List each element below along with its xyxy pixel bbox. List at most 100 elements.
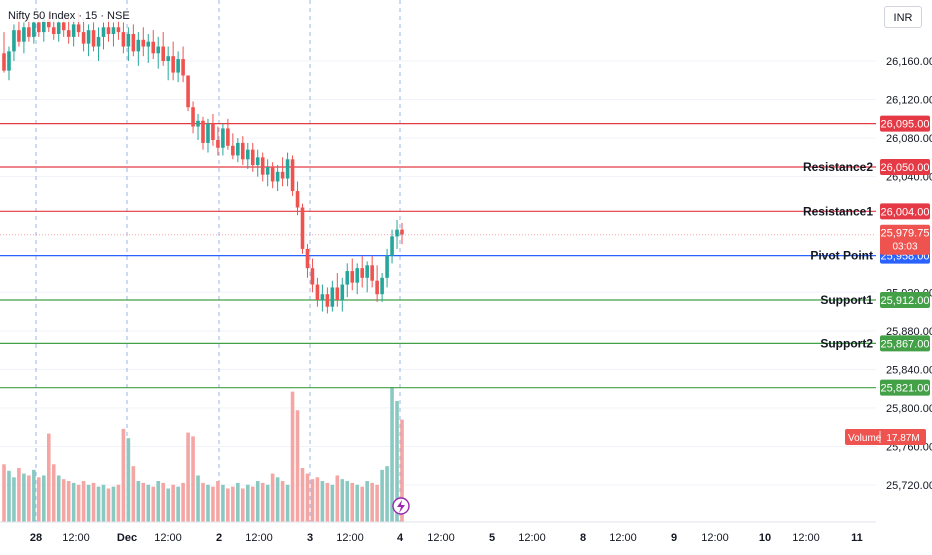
x-tick-label: 12:00 [427, 532, 455, 544]
candle-body [231, 145, 235, 156]
candle [141, 27, 146, 57]
volume-bar [340, 479, 345, 522]
candle [300, 203, 305, 254]
level-price-tag-label: 25,912.00 [881, 295, 930, 307]
level-price-tag-label: 25,867.00 [881, 338, 930, 350]
candle [290, 155, 295, 196]
countdown-label: 03:03 [892, 242, 917, 253]
candle-body [211, 123, 215, 141]
candle [245, 142, 250, 169]
volume-bar [131, 466, 136, 522]
y-tick-label: 25,840.00 [886, 364, 932, 376]
volume-bar [22, 473, 26, 522]
lightning-icon-bolt [397, 500, 405, 513]
volume-bar [231, 486, 235, 522]
candle [7, 46, 11, 81]
volume-bar [96, 486, 101, 522]
candle-body [17, 30, 21, 42]
level-name-label: Support1 [820, 293, 873, 307]
candle [335, 273, 340, 307]
volume-bar [206, 484, 210, 522]
volume-bar [141, 482, 146, 522]
x-tick-label: 11 [851, 532, 863, 544]
candle-body [390, 236, 394, 256]
candle [350, 258, 355, 291]
volume-bar [211, 486, 215, 522]
volume-bar [370, 482, 374, 522]
candle-body [191, 107, 195, 127]
candle [151, 30, 156, 60]
candle-body [66, 30, 71, 37]
x-tick-label: 12:00 [336, 532, 364, 544]
volume-bar [111, 486, 116, 522]
candle-body [255, 157, 260, 166]
candle-body [241, 142, 245, 160]
candle-body [161, 46, 165, 61]
currency-button[interactable]: INR [884, 6, 922, 28]
candle [161, 32, 165, 66]
candle [380, 273, 384, 302]
candle-body [91, 30, 96, 47]
volume-bar [191, 436, 195, 522]
candle-body [27, 27, 31, 37]
candle [2, 32, 6, 73]
volume-bar [350, 482, 355, 522]
volume-bar [400, 419, 404, 522]
candle-body [320, 294, 325, 300]
candle [285, 152, 290, 187]
volume-bar [275, 477, 280, 522]
x-tick-label: 8 [580, 532, 586, 544]
candle [370, 255, 374, 288]
candle-body [32, 22, 36, 37]
volume-bar [17, 468, 21, 522]
volume-bar [106, 488, 111, 522]
volume-label: Volume [848, 433, 882, 444]
volume-bar [126, 438, 131, 522]
volume-bar [66, 481, 71, 522]
x-tick-label: Dec [117, 532, 137, 544]
volume-bar [121, 428, 126, 522]
candle-body [126, 34, 131, 47]
candle-body [106, 27, 111, 35]
candle [360, 255, 364, 288]
candle [146, 34, 151, 63]
volume-bar [186, 432, 190, 522]
volume-bar [196, 475, 200, 522]
candle [181, 46, 185, 83]
candle [260, 152, 265, 182]
candle-body [340, 284, 345, 300]
volume-bar [380, 469, 384, 522]
volume-bar [101, 484, 106, 522]
candle-body [166, 56, 170, 61]
x-tick-label: 12:00 [245, 532, 273, 544]
volume-bar [270, 473, 275, 522]
candle [250, 142, 255, 172]
x-tick-label: 12:00 [701, 532, 729, 544]
candle-body [245, 149, 250, 160]
candle [241, 136, 245, 166]
candle-body [131, 34, 136, 52]
candle [305, 244, 310, 278]
candle-body [12, 30, 16, 52]
candle [211, 114, 215, 146]
candle-body [325, 294, 330, 307]
symbol-title[interactable]: Nifty 50 Index · 15 · NSE [6, 10, 132, 22]
volume-bar [345, 481, 350, 522]
volume-bar [375, 484, 379, 522]
candle [126, 27, 131, 61]
candle [166, 46, 170, 81]
x-tick-label: 4 [397, 532, 404, 544]
lightning-icon[interactable] [392, 497, 410, 515]
candle [101, 22, 106, 50]
candle [121, 22, 126, 54]
volume-bar [37, 477, 41, 522]
volume-bar [46, 433, 51, 522]
candle-body [22, 27, 26, 42]
candle-body [305, 248, 310, 269]
candle-body [365, 265, 369, 278]
volume-bar [32, 469, 36, 522]
last-price-label: 25,979.75 [881, 228, 930, 240]
candle [191, 101, 195, 134]
